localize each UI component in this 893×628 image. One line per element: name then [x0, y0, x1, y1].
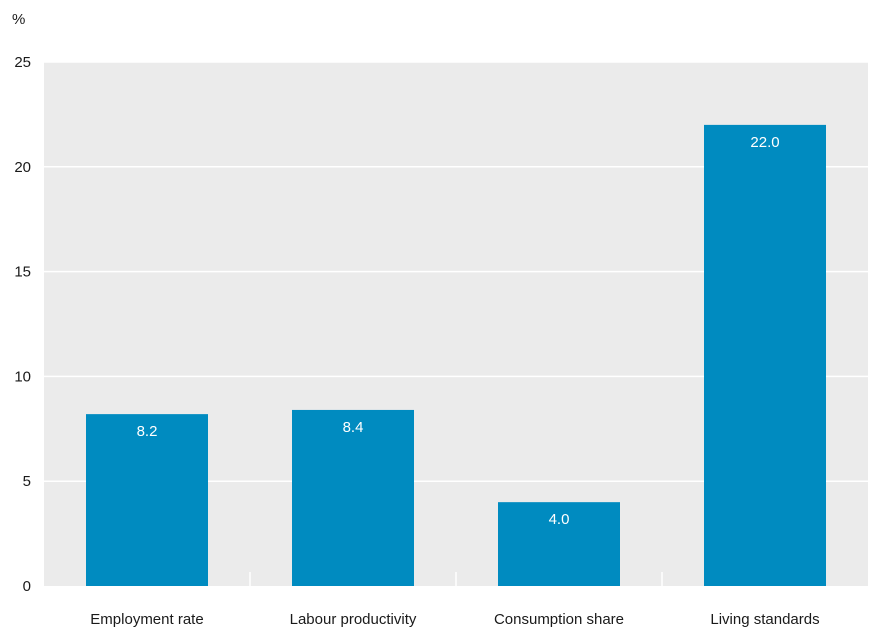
- data-label: 8.2: [137, 423, 158, 440]
- bars: [86, 124, 826, 586]
- x-category-label: Consumption share: [494, 611, 624, 628]
- bar: [704, 124, 826, 586]
- y-axis-unit-label: %: [12, 11, 25, 28]
- x-category-label: Labour productivity: [290, 611, 417, 628]
- data-labels: 8.2 8.4 4.0 22.0: [137, 134, 780, 528]
- y-tick-label: 5: [23, 473, 31, 490]
- category-separators: [249, 572, 663, 586]
- x-category-label: Living standards: [710, 611, 819, 628]
- data-label: 4.0: [549, 511, 570, 528]
- x-axis: Employment rate Labour productivity Consum…: [90, 611, 819, 628]
- y-tick-label: 0: [23, 578, 31, 595]
- y-tick-label: 25: [14, 54, 31, 71]
- y-tick-label: 20: [14, 159, 31, 176]
- data-label: 22.0: [750, 134, 779, 151]
- y-tick-label: 10: [14, 368, 31, 385]
- y-tick-label: 15: [14, 264, 31, 281]
- bar: [292, 409, 414, 586]
- data-label: 8.4: [343, 419, 364, 436]
- bar: [498, 502, 620, 586]
- bar: [86, 414, 208, 586]
- y-axis: 0 5 10 15 20 25: [14, 54, 31, 595]
- x-category-label: Employment rate: [90, 611, 203, 628]
